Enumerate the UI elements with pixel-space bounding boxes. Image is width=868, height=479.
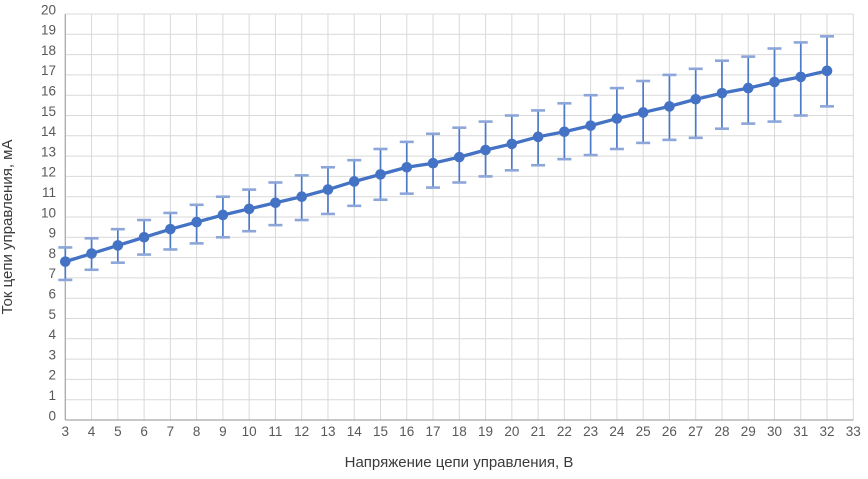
x-tick-label: 27 bbox=[688, 424, 703, 439]
data-point-marker bbox=[165, 223, 176, 235]
data-point-marker bbox=[270, 197, 281, 209]
y-tick-label: 9 bbox=[48, 226, 56, 241]
data-point-marker bbox=[454, 151, 465, 163]
y-tick-label: 4 bbox=[48, 327, 56, 342]
x-tick-label: 10 bbox=[242, 424, 257, 439]
data-point-marker bbox=[375, 169, 386, 180]
y-tick-label: 16 bbox=[41, 84, 56, 99]
data-point-marker bbox=[191, 216, 202, 228]
data-point-marker bbox=[716, 87, 728, 99]
x-tick-label: 31 bbox=[793, 424, 808, 439]
x-tick-label: 11 bbox=[268, 424, 282, 439]
y-tick-label: 8 bbox=[48, 246, 56, 261]
data-point-marker bbox=[742, 82, 754, 94]
data-point-marker bbox=[348, 176, 360, 187]
data-point-marker bbox=[795, 71, 807, 83]
x-tick-label: 24 bbox=[609, 424, 625, 439]
y-tick-label: 20 bbox=[41, 2, 56, 17]
y-tick-label: 13 bbox=[41, 144, 56, 159]
data-point-marker bbox=[86, 248, 97, 259]
data-point-marker bbox=[138, 232, 150, 243]
x-tick-label: 26 bbox=[662, 424, 677, 439]
y-tick-label: 14 bbox=[41, 124, 57, 139]
data-point-marker bbox=[506, 138, 518, 150]
x-tick-label: 12 bbox=[294, 424, 309, 439]
x-tick-label: 29 bbox=[741, 424, 756, 439]
x-tick-label: 6 bbox=[140, 424, 148, 439]
data-point-marker bbox=[322, 184, 334, 195]
y-tick-label: 18 bbox=[41, 43, 56, 58]
data-point-marker bbox=[559, 126, 570, 138]
data-point-marker bbox=[664, 101, 675, 112]
y-tick-label: 1 bbox=[48, 388, 56, 403]
data-point-marker bbox=[585, 120, 596, 131]
x-tick-label: 20 bbox=[504, 424, 519, 439]
data-series-line bbox=[63, 69, 829, 264]
y-tick-label: 3 bbox=[48, 347, 56, 362]
y-axis-title: Ток цепи управления, мА bbox=[0, 140, 16, 315]
y-tick-label: 0 bbox=[48, 408, 56, 423]
x-tick-label: 3 bbox=[62, 424, 70, 439]
data-series bbox=[60, 65, 833, 267]
data-point-marker bbox=[690, 93, 701, 105]
y-tick-label: 15 bbox=[41, 104, 56, 119]
x-tick-label: 13 bbox=[320, 424, 335, 439]
x-tick-label: 15 bbox=[373, 424, 388, 439]
data-point-marker bbox=[401, 161, 413, 173]
x-axis-title: Напряжение цепи управления, В bbox=[345, 454, 574, 471]
data-point-marker bbox=[427, 157, 439, 169]
x-tick-label: 30 bbox=[767, 424, 782, 439]
data-point-marker bbox=[769, 76, 780, 88]
y-tick-label: 17 bbox=[41, 63, 56, 78]
y-tick-label: 11 bbox=[42, 185, 56, 200]
x-tick-label: 9 bbox=[219, 424, 227, 439]
x-tick-label: 5 bbox=[114, 424, 122, 439]
data-point-marker bbox=[821, 65, 833, 77]
x-tick-label: 33 bbox=[846, 424, 861, 439]
gridlines bbox=[64, 13, 854, 421]
data-point-marker bbox=[217, 209, 229, 221]
x-tick-label: 4 bbox=[88, 424, 96, 439]
data-point-marker bbox=[480, 144, 491, 156]
x-tick-label: 8 bbox=[193, 424, 201, 439]
x-tick-label: 21 bbox=[531, 424, 546, 439]
data-point-marker bbox=[243, 203, 255, 215]
x-tick-label: 7 bbox=[167, 424, 175, 439]
y-tick-label: 12 bbox=[41, 165, 56, 180]
y-tick-label: 19 bbox=[41, 23, 56, 38]
data-point-marker bbox=[296, 191, 308, 202]
x-tick-label: 22 bbox=[557, 424, 572, 439]
data-point-marker bbox=[60, 256, 71, 267]
x-tick-label: 28 bbox=[714, 424, 729, 439]
data-point-marker bbox=[637, 107, 649, 118]
x-tick-label: 25 bbox=[636, 424, 651, 439]
y-tick-label: 5 bbox=[48, 307, 56, 322]
data-point-marker bbox=[611, 113, 623, 124]
x-tick-label: 23 bbox=[583, 424, 598, 439]
x-tick-label: 32 bbox=[820, 424, 835, 439]
y-tick-label: 10 bbox=[41, 205, 56, 220]
x-tick-label: 17 bbox=[426, 424, 441, 439]
data-point-marker bbox=[112, 240, 124, 251]
error-bars bbox=[58, 35, 835, 282]
data-point-marker bbox=[532, 131, 544, 143]
x-tick-label: 19 bbox=[478, 424, 493, 439]
x-tick-label: 16 bbox=[399, 424, 414, 439]
x-tick-label: 18 bbox=[452, 424, 467, 439]
x-tick-label: 14 bbox=[347, 424, 363, 439]
y-tick-label: 7 bbox=[48, 266, 56, 281]
y-tick-label: 2 bbox=[48, 368, 56, 383]
axis-lines bbox=[64, 14, 854, 421]
y-tick-label: 6 bbox=[48, 287, 56, 302]
